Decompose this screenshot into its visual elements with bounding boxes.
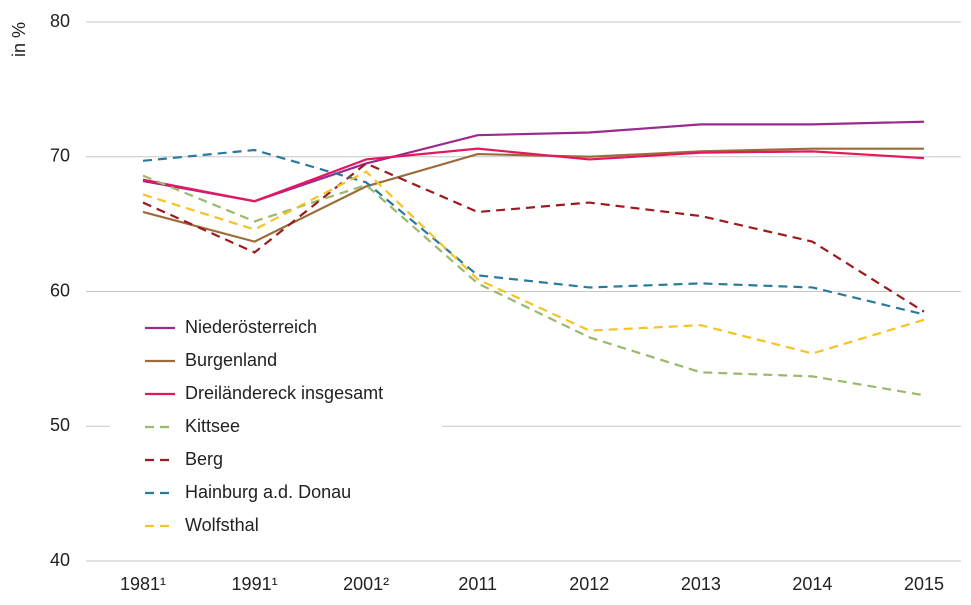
- legend-label: Niederösterreich: [185, 317, 317, 337]
- legend-label: Kittsee: [185, 416, 240, 436]
- x-tick-label: 2012: [569, 574, 609, 594]
- legend-label: Hainburg a.d. Donau: [185, 482, 351, 502]
- legend-label: Burgenland: [185, 350, 277, 370]
- x-tick-label: 1981¹: [120, 574, 166, 594]
- x-tick-label: 2001²: [343, 574, 389, 594]
- legend-label: Wolfsthal: [185, 515, 259, 535]
- series-line: [142, 147, 925, 203]
- series-line: [142, 120, 925, 203]
- legend-box: [110, 310, 442, 551]
- y-tick-label: 80: [50, 11, 70, 31]
- y-tick-label: 70: [50, 146, 70, 166]
- series-line: [142, 174, 925, 397]
- legend-label: Berg: [185, 449, 223, 469]
- x-tick-label: 1991¹: [232, 574, 278, 594]
- y-tick-label: 50: [50, 415, 70, 435]
- series-line: [142, 147, 924, 243]
- series-line: [142, 162, 925, 313]
- x-tick-label: 2015: [904, 574, 944, 594]
- y-axis-label: in %: [9, 22, 29, 57]
- series-line: [142, 148, 925, 316]
- x-tick-label: 2014: [792, 574, 832, 594]
- series-line: [142, 170, 925, 355]
- legend-label: Dreiländereck insgesamt: [185, 383, 383, 403]
- y-tick-label: 60: [50, 280, 70, 300]
- y-tick-label: 40: [50, 550, 70, 570]
- x-tick-label: 2013: [681, 574, 721, 594]
- x-tick-label: 2011: [458, 574, 497, 594]
